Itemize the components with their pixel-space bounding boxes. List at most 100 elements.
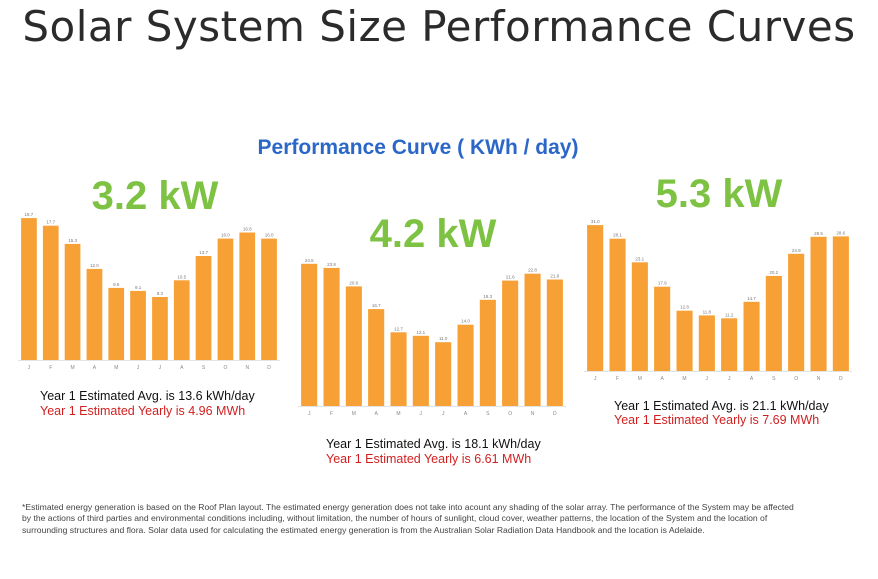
month-tick-label: F xyxy=(616,376,619,382)
month-tick-label: D xyxy=(839,376,843,382)
bar-value-label: 28.6 xyxy=(836,230,845,235)
bar-value-label: 23.1 xyxy=(635,256,644,261)
month-tick-label: O xyxy=(794,376,798,382)
page-title: Solar System Size Performance Curves xyxy=(22,2,856,51)
month-tick-label: S xyxy=(772,376,776,382)
bar xyxy=(390,332,407,406)
bar-chart-5-3kw: 31.0 J 28.1 F 23.1 M 17.9 A 12.8 M 11.8 J 11.2 J 14.7 A… xyxy=(584,219,852,382)
bar xyxy=(654,286,671,371)
bar xyxy=(788,253,805,371)
bar xyxy=(323,267,340,406)
bar xyxy=(832,236,849,371)
avg-note-3-2kw: Year 1 Estimated Avg. is 13.6 kWh/day xyxy=(40,389,255,403)
bar xyxy=(345,286,362,406)
month-tick-label: A xyxy=(750,376,754,382)
month-tick-label: N xyxy=(245,365,249,371)
bar xyxy=(479,299,496,406)
bar xyxy=(676,310,693,371)
month-tick-label: J xyxy=(159,365,162,371)
bar-value-label: 13.7 xyxy=(199,250,208,255)
month-tick-label: A xyxy=(661,376,665,382)
month-tick-label: A xyxy=(464,411,468,417)
bar-value-label: 16.7 xyxy=(372,303,381,308)
bar-value-label: 11.8 xyxy=(703,309,712,314)
bar-chart-3-2kw: 18.7 J 17.7 F 15.3 M 12.0 A 9.5 M 9.1 J 8.3 J 10.5 A 13.… xyxy=(18,212,280,371)
bar-value-label: 14.7 xyxy=(747,296,756,301)
month-tick-label: F xyxy=(49,365,52,371)
month-tick-label: J xyxy=(442,411,445,417)
bar-value-label: 31.0 xyxy=(591,219,600,224)
bar-value-label: 18.7 xyxy=(25,212,34,217)
bar xyxy=(173,280,190,360)
yearly-note-4-2kw: Year 1 Estimated Yearly is 6.61 MWh xyxy=(326,452,532,466)
bar-value-label: 21.6 xyxy=(506,275,515,280)
disclaimer-footnote: *Estimated energy generation is based on… xyxy=(22,502,794,535)
bar-value-label: 12.7 xyxy=(394,326,403,331)
month-tick-label: J xyxy=(594,376,597,382)
bar xyxy=(152,297,168,360)
month-tick-label: D xyxy=(553,411,557,417)
bar-value-label: 11.0 xyxy=(439,336,448,341)
avg-note-4-2kw: Year 1 Estimated Avg. is 18.1 kWh/day xyxy=(326,437,541,451)
bar-value-label: 28.5 xyxy=(814,231,823,236)
bar xyxy=(217,238,234,360)
bar-value-label: 14.0 xyxy=(461,319,470,324)
bar-value-label: 16.8 xyxy=(243,227,252,232)
month-tick-label: D xyxy=(267,365,271,371)
bar-value-label: 16.0 xyxy=(221,233,230,238)
bar xyxy=(195,256,212,360)
bar-value-label: 10.5 xyxy=(177,274,186,279)
bar xyxy=(261,238,277,360)
bar xyxy=(301,263,318,406)
bar xyxy=(457,324,474,406)
bar xyxy=(42,225,59,360)
bar-value-label: 20.2 xyxy=(769,270,778,275)
bar xyxy=(21,218,37,360)
month-tick-label: N xyxy=(531,411,535,417)
month-tick-label: A xyxy=(180,365,184,371)
bar-value-label: 12.0 xyxy=(90,263,99,268)
bar-value-label: 18.3 xyxy=(483,294,492,299)
month-tick-label: M xyxy=(352,411,356,417)
bar xyxy=(609,238,626,371)
bar xyxy=(130,290,146,360)
system-size-label-4-2kw: 4.2 kW xyxy=(369,212,497,256)
avg-note-5-3kw: Year 1 Estimated Avg. is 21.1 kWh/day xyxy=(614,399,829,413)
bar xyxy=(239,232,256,360)
bar xyxy=(765,275,782,371)
bar-value-label: 9.1 xyxy=(135,285,142,290)
bar xyxy=(698,315,715,371)
bar xyxy=(412,335,429,406)
bar-value-label: 12.1 xyxy=(416,330,425,335)
month-tick-label: J xyxy=(137,365,140,371)
bar xyxy=(743,301,760,371)
bar-value-label: 22.8 xyxy=(528,268,537,273)
bar-value-label: 8.3 xyxy=(157,291,164,296)
month-tick-label: N xyxy=(817,376,821,382)
bar xyxy=(587,225,604,371)
month-tick-label: M xyxy=(71,365,75,371)
month-tick-label: M xyxy=(682,376,686,382)
bar xyxy=(721,318,738,371)
system-size-label-3-2kw: 3.2 kW xyxy=(91,174,219,218)
bar xyxy=(435,342,452,406)
bar xyxy=(810,236,827,371)
month-tick-label: M xyxy=(638,376,642,382)
bar xyxy=(368,309,385,406)
month-tick-label: M xyxy=(114,365,118,371)
month-tick-label: O xyxy=(223,365,227,371)
month-tick-label: J xyxy=(420,411,423,417)
bar-value-label: 24.5 xyxy=(305,258,314,263)
bar xyxy=(524,273,541,406)
month-tick-label: S xyxy=(202,365,206,371)
month-tick-label: F xyxy=(330,411,333,417)
month-tick-label: J xyxy=(308,411,311,417)
bar-value-label: 23.8 xyxy=(327,262,336,267)
bar-value-label: 9.5 xyxy=(113,282,120,287)
system-size-label-5-3kw: 5.3 kW xyxy=(655,172,783,216)
month-tick-label: J xyxy=(706,376,709,382)
bar-value-label: 24.9 xyxy=(792,248,801,253)
bar-chart-4-2kw: 24.5 J 23.8 F 20.6 M 16.7 A 12.7 M 12.1 J 11.0 J 14.0 A… xyxy=(298,258,566,417)
bar-value-label: 11.2 xyxy=(725,312,734,317)
month-tick-label: O xyxy=(508,411,512,417)
